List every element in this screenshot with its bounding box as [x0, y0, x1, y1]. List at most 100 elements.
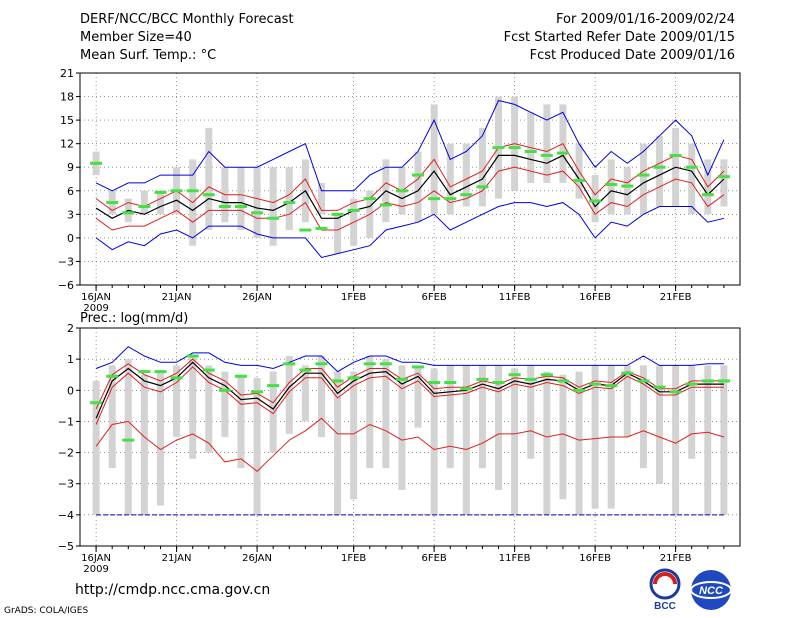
- spread-box: [221, 371, 229, 437]
- observation-marker: [685, 165, 698, 169]
- footer-url[interactable]: http://cmdp.ncc.cma.gov.cn: [75, 582, 271, 598]
- spread-box: [285, 356, 293, 434]
- bcc-logo-ring: [649, 568, 681, 600]
- forecast-period: For 2009/01/16-2009/02/24: [556, 12, 735, 27]
- spread-box: [478, 127, 486, 207]
- observation-marker: [508, 373, 521, 377]
- spread-box: [575, 371, 583, 515]
- spread-box: [511, 368, 519, 515]
- plot-frame: [79, 72, 741, 286]
- spread-box: [156, 371, 164, 506]
- y-tick-label: −6: [58, 279, 74, 292]
- spread-box: [108, 365, 116, 469]
- spread-box: [269, 167, 277, 246]
- spread-box: [334, 214, 342, 254]
- x-tick-label: 21FEB: [660, 292, 692, 303]
- ensemble-mean-line: [95, 154, 725, 219]
- refer-date: Fcst Started Refer Date 2009/01/15: [503, 30, 735, 45]
- spread-box: [366, 356, 374, 469]
- x-tick-label: 26JAN: [242, 553, 272, 564]
- spread-box: [462, 365, 470, 515]
- spread-box: [173, 365, 181, 437]
- observation-marker: [685, 382, 698, 386]
- x-tick-label: 21JAN: [162, 292, 192, 303]
- observation-marker: [492, 146, 505, 150]
- lower-band-line: [95, 366, 724, 425]
- observation-marker: [460, 193, 473, 197]
- observation-marker: [540, 373, 553, 377]
- upper-band-line: [95, 143, 725, 211]
- spread-box: [559, 374, 567, 500]
- spread-box: [672, 365, 680, 515]
- spread-box: [205, 127, 213, 231]
- observation-marker: [556, 151, 569, 155]
- spread-box: [527, 365, 535, 459]
- observation-marker: [315, 226, 328, 230]
- observation-marker: [444, 381, 457, 384]
- spread-box: [704, 365, 712, 515]
- observation-marker: [122, 438, 135, 442]
- observation-marker: [283, 362, 296, 366]
- x-tick-label: 16JAN: [81, 292, 111, 303]
- observation-marker: [138, 370, 151, 374]
- observation-marker: [395, 377, 408, 381]
- y-tick-label: 0: [67, 232, 74, 245]
- spread-box: [205, 365, 213, 453]
- observation-marker: [379, 362, 392, 366]
- observation-marker: [218, 204, 231, 208]
- spread-box: [237, 167, 245, 231]
- ncc-logo-orbit: [690, 581, 732, 599]
- observation-marker: [251, 390, 264, 394]
- spread-box: [140, 374, 148, 515]
- observation-marker: [106, 374, 119, 378]
- ncc-logo: NCC: [690, 570, 732, 610]
- observation-marker: [218, 388, 231, 392]
- lower-band-line: [95, 166, 725, 231]
- observation-marker: [363, 197, 376, 201]
- x-tick-label: 11FEB: [499, 553, 531, 564]
- observation-marker: [701, 193, 714, 197]
- observation-marker: [202, 193, 215, 197]
- observation-marker: [524, 377, 537, 381]
- ensemble-max-line: [95, 346, 724, 373]
- bcc-logo: BCC: [649, 568, 681, 612]
- observation-marker: [267, 216, 280, 220]
- spread-box: [124, 359, 132, 515]
- y-tick-label: 18: [60, 91, 74, 104]
- observation-marker: [315, 362, 328, 366]
- produced-date: Fcst Produced Date 2009/01/16: [529, 48, 735, 63]
- grads-credit: GrADS: COLA/IGES: [4, 606, 89, 616]
- chart-title: DERF/NCC/BCC Monthly Forecast: [80, 12, 294, 27]
- observation-marker: [540, 153, 553, 157]
- observation-marker: [234, 204, 247, 208]
- observation-marker: [122, 211, 135, 215]
- observation-marker: [331, 379, 344, 383]
- spread-box: [720, 159, 728, 207]
- spread-box: [382, 359, 390, 469]
- y-tick-label: 6: [67, 185, 74, 198]
- y-tick-label: −3: [58, 478, 74, 491]
- observation-marker: [347, 208, 360, 212]
- x-tick-label: 1FEB: [341, 292, 366, 303]
- spread-box: [639, 143, 647, 215]
- observation-marker: [621, 371, 634, 375]
- observation-marker: [605, 182, 618, 186]
- observation-marker: [186, 189, 199, 193]
- spread-box: [639, 365, 647, 469]
- observation-marker: [428, 381, 441, 384]
- x-tick-label: 1FEB: [341, 553, 366, 564]
- observation-marker: [717, 175, 730, 179]
- bcc-logo-arc: [653, 572, 677, 585]
- spread-box: [591, 365, 599, 509]
- spread-box: [446, 143, 454, 215]
- observation-marker: [444, 197, 457, 201]
- observation-marker: [573, 388, 586, 392]
- y-tick-label: 1: [67, 353, 74, 366]
- observation-marker: [669, 390, 682, 394]
- observation-marker: [717, 379, 730, 383]
- spread-box: [156, 190, 164, 215]
- y-tick-label: 2: [67, 322, 74, 335]
- spread-box: [495, 365, 503, 490]
